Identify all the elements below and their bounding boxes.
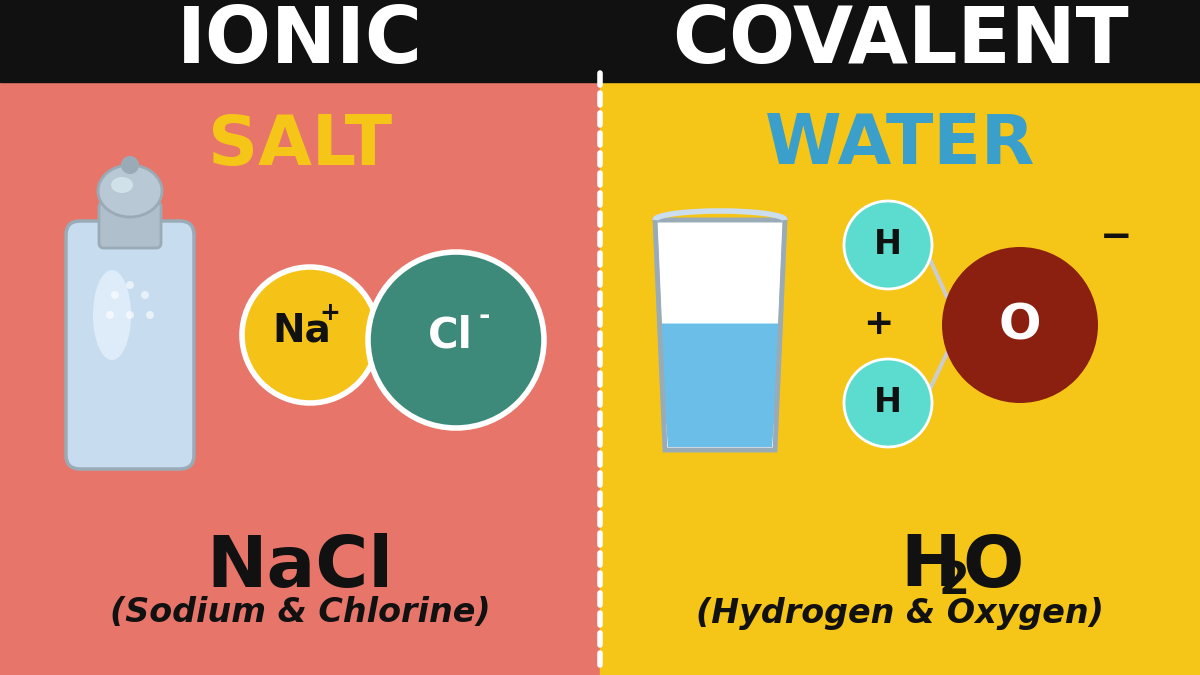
Text: WATER: WATER (764, 111, 1036, 178)
Text: Na: Na (272, 312, 331, 350)
Text: H: H (900, 533, 960, 601)
Circle shape (146, 311, 154, 319)
Text: O: O (962, 533, 1024, 601)
Ellipse shape (98, 165, 162, 217)
Text: H: H (874, 229, 902, 261)
Ellipse shape (94, 270, 131, 360)
Bar (600, 82, 1200, 675)
Text: -: - (479, 302, 490, 330)
Text: +: + (863, 307, 893, 341)
Text: (Sodium & Chlorine): (Sodium & Chlorine) (109, 597, 491, 630)
Text: SALT: SALT (208, 111, 392, 178)
Ellipse shape (112, 177, 133, 193)
Circle shape (126, 311, 134, 319)
Text: Cl: Cl (427, 315, 473, 357)
Text: −: − (1099, 218, 1133, 256)
FancyBboxPatch shape (98, 202, 161, 248)
Circle shape (142, 291, 149, 299)
Circle shape (942, 247, 1098, 403)
Circle shape (122, 157, 138, 173)
Bar (0, 82, 600, 675)
Text: +: + (319, 301, 341, 325)
Text: O: O (998, 301, 1042, 349)
Text: IONIC: IONIC (178, 3, 422, 79)
Circle shape (106, 311, 114, 319)
Polygon shape (655, 220, 785, 450)
Text: (Hydrogen & Oxygen): (Hydrogen & Oxygen) (696, 597, 1104, 630)
Circle shape (368, 252, 544, 428)
Circle shape (844, 201, 932, 289)
Text: COVALENT: COVALENT (672, 3, 1128, 79)
Circle shape (844, 359, 932, 447)
Bar (0, 0, 1200, 82)
Text: 2: 2 (938, 560, 970, 603)
Text: H: H (874, 387, 902, 419)
Polygon shape (658, 323, 782, 447)
FancyBboxPatch shape (66, 221, 194, 469)
Circle shape (126, 281, 134, 289)
Text: NaCl: NaCl (206, 533, 394, 601)
Circle shape (242, 267, 378, 403)
Circle shape (112, 291, 119, 299)
